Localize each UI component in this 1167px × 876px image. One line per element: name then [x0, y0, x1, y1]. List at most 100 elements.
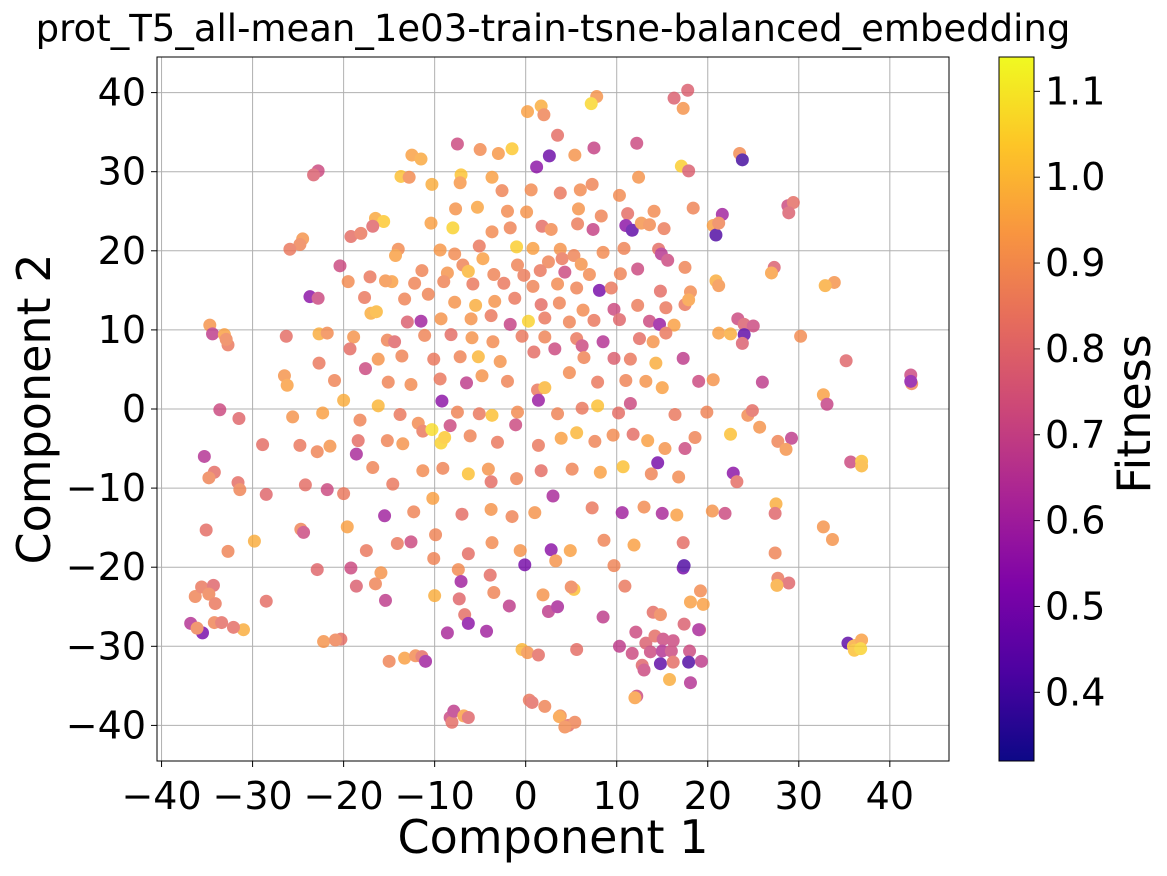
scatter-point [712, 279, 726, 293]
scatter-point [724, 327, 738, 341]
scatter-point [500, 204, 514, 218]
scatter-point [844, 455, 858, 469]
scatter-point [745, 404, 759, 418]
scatter-point [592, 283, 606, 297]
scatter-point [247, 534, 261, 548]
scatter-point [571, 217, 585, 231]
scatter-point [525, 695, 539, 709]
scatter-point [453, 176, 467, 190]
scatter-point [485, 408, 499, 422]
scatter-point [484, 502, 498, 516]
scatter-point [487, 268, 501, 282]
scatter-point [564, 580, 578, 594]
scatter-point [587, 313, 601, 327]
y-tick-label: −20 [66, 545, 146, 589]
scatter-point [455, 507, 469, 521]
scatter-point [226, 620, 240, 634]
scatter-point [495, 184, 509, 198]
scatter-point [621, 207, 635, 221]
y-tick-label: 20 [98, 229, 146, 273]
scatter-point [414, 152, 428, 166]
scatter-point [718, 506, 732, 520]
scatter-point [643, 645, 657, 659]
scatter-point [551, 407, 565, 421]
scatter-point [534, 298, 548, 312]
scatter-point [554, 431, 568, 445]
scatter-point [320, 326, 334, 340]
scatter-point [349, 579, 363, 593]
scatter-point [414, 314, 428, 328]
scatter-point [667, 318, 681, 332]
scatter-point [340, 520, 354, 534]
scatter-point [582, 268, 596, 282]
y-tick-label: 10 [98, 308, 146, 352]
scatter-point [641, 434, 655, 448]
scatter-point [463, 429, 477, 443]
x-tick-label: 0 [514, 774, 538, 818]
scatter-point [623, 352, 637, 366]
scatter-point [337, 487, 351, 501]
scatter-point [488, 294, 502, 308]
scatter-point [653, 608, 667, 622]
scatter-point [520, 205, 534, 219]
scatter-point [839, 354, 853, 368]
scatter-point [629, 625, 643, 639]
scatter-point [647, 204, 661, 218]
scatter-point [584, 97, 598, 111]
scatter-point [769, 497, 783, 511]
scatter-point [709, 228, 723, 242]
scatter-point [476, 252, 490, 266]
scatter-point [655, 381, 669, 395]
y-tick-label: 40 [98, 71, 146, 115]
scatter-point [606, 428, 620, 442]
scatter-point [531, 438, 545, 452]
scatter-point [639, 374, 653, 388]
scatter-point [855, 459, 869, 473]
scatter-point [310, 563, 324, 577]
scatter-point [381, 375, 395, 389]
scatter-point [658, 442, 672, 456]
scatter-point [682, 164, 696, 178]
scatter-point [448, 247, 462, 261]
scatter-point [472, 239, 486, 253]
scatter-point [724, 427, 738, 441]
scatter-point [551, 600, 565, 614]
scatter-point [666, 634, 680, 648]
colorbar-tick-label: 1.0 [1045, 155, 1105, 199]
scatter-point [694, 654, 708, 668]
scatter-point [570, 281, 584, 295]
scatter-point [490, 435, 504, 449]
scatter-point [700, 405, 714, 419]
scatter-point [642, 314, 656, 328]
scatter-point [571, 202, 585, 216]
scatter-point [524, 183, 538, 197]
scatter-point [567, 249, 581, 263]
scatter-point [451, 563, 465, 577]
scatter-point [618, 579, 632, 593]
scatter-point [625, 223, 639, 237]
scatter-point [236, 623, 250, 637]
colorbar-tick-label: 0.9 [1045, 241, 1105, 285]
x-tick-label: −30 [212, 774, 292, 818]
scatter-point [386, 477, 400, 491]
scatter-point [398, 651, 412, 665]
scatter-point [466, 277, 480, 291]
scatter-point [426, 491, 440, 505]
scatter-point [197, 449, 211, 463]
scatter-point [779, 442, 793, 456]
scatter-point [219, 332, 233, 346]
scatter-point [316, 406, 330, 420]
scatter-point [613, 267, 627, 281]
scatter-point [363, 270, 377, 284]
scatter-point [343, 342, 357, 356]
scatter-point [424, 216, 438, 230]
scatter-point [552, 296, 566, 310]
scatter-point [786, 196, 800, 210]
scatter-point [465, 331, 479, 345]
x-axis: −40 −30 −20 −10 0 10 20 30 40 [121, 761, 914, 818]
scatter-point [753, 420, 767, 434]
scatter-point [470, 200, 484, 214]
scatter-point [712, 326, 726, 340]
scatter-point [676, 351, 690, 365]
colorbar-tick-label: 0.5 [1045, 584, 1105, 628]
